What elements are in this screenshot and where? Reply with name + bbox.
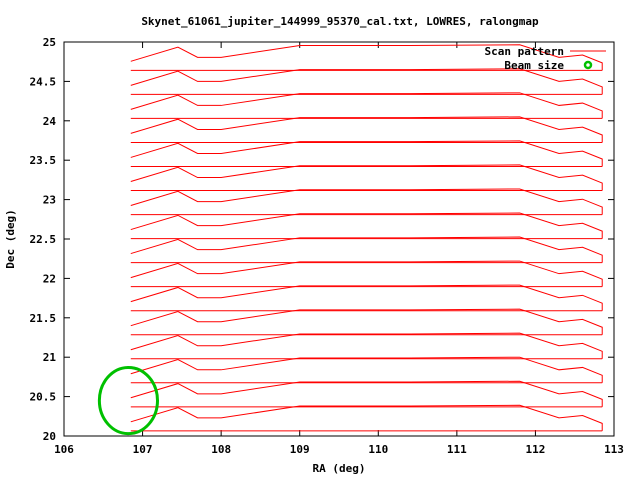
x-tick-label: 111 (447, 443, 467, 456)
scan-wave-line (130, 332, 603, 359)
scan-wave-line (130, 380, 603, 407)
y-tick-label: 23.5 (30, 154, 57, 167)
x-tick-label: 112 (525, 443, 545, 456)
y-tick-label: 22 (43, 272, 56, 285)
scan-wave-line (130, 260, 603, 287)
scan-wave-line (130, 188, 603, 215)
x-tick-label: 110 (368, 443, 388, 456)
y-tick-label: 23 (43, 194, 56, 207)
scan-wave-line (130, 92, 603, 119)
scan-wave-line (130, 236, 603, 263)
y-tick-label: 21 (43, 351, 57, 364)
legend-label-beam-size: Beam size (504, 59, 564, 72)
chart-title: Skynet_61061_jupiter_144999_95370_cal.tx… (141, 15, 539, 28)
scan-wave-line (130, 140, 603, 167)
y-tick-label: 20 (43, 430, 56, 443)
y-tick-label: 24 (43, 115, 57, 128)
scan-wave-line (130, 356, 603, 383)
legend-marker-beam-size (583, 60, 593, 70)
scan-wave-line (130, 116, 603, 143)
y-tick-label: 22.5 (30, 233, 57, 246)
x-tick-label: 109 (290, 443, 310, 456)
beam-size-circle (97, 365, 160, 436)
y-tick-label: 25 (43, 36, 56, 49)
scan-wave-line (130, 308, 603, 335)
scan-wave-line (130, 404, 603, 431)
scan-wave-line (130, 284, 603, 311)
x-tick-label: 107 (133, 443, 153, 456)
x-tick-label: 113 (604, 443, 624, 456)
legend-label-scan-pattern: Scan pattern (485, 45, 564, 58)
x-tick-label: 108 (211, 443, 231, 456)
y-axis-label: Dec (deg) (4, 209, 17, 269)
scan-wave-line (130, 44, 603, 71)
x-axis-label: RA (deg) (313, 462, 366, 475)
scan-wave-line (130, 68, 603, 95)
y-tick-label: 20.5 (30, 391, 57, 404)
x-tick-label: 106 (54, 443, 74, 456)
legend: Scan pattern Beam size (485, 45, 606, 72)
y-tick-label: 21.5 (30, 312, 57, 325)
scan-wave-line (130, 164, 603, 191)
y-tick-label: 24.5 (30, 75, 57, 88)
scan-wave-line (130, 212, 603, 239)
